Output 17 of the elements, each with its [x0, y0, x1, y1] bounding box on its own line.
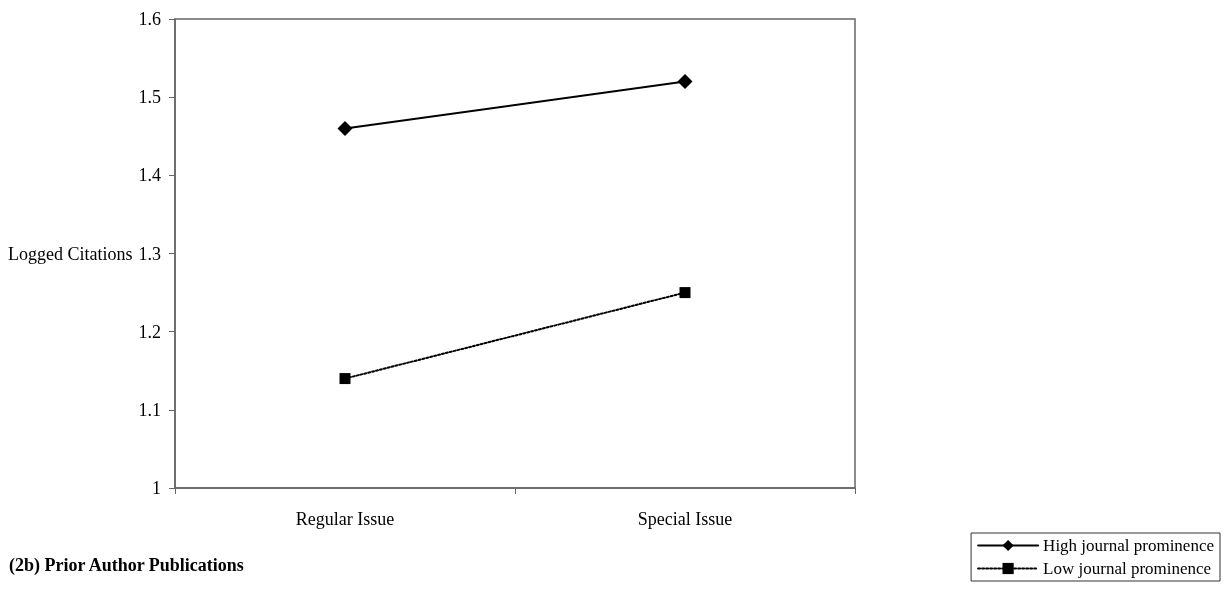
y-tick-label: 1.5: [138, 87, 161, 108]
y-tick-label: 1.4: [138, 165, 161, 186]
y-tick-label: 1.1: [138, 399, 161, 420]
x-tick-label: Regular Issue: [295, 509, 395, 529]
point: [679, 287, 691, 299]
y-tick-label: 1: [152, 478, 161, 498]
point: [339, 373, 351, 385]
x-tick-label: Special Issue: [637, 509, 733, 529]
y-tick-label: 1.3: [138, 243, 161, 264]
y-axis-title: Logged Citations: [8, 243, 133, 264]
y-tick-label: 1.6: [138, 9, 161, 29]
point: [677, 74, 693, 90]
point: [337, 120, 353, 136]
legend-label: Low journal prominence: [1043, 559, 1212, 578]
y-tick-label: 1.2: [138, 321, 161, 342]
legend-label: High journal prominence: [1043, 536, 1215, 555]
text: (2b) Prior Author Publications: [9, 555, 244, 576]
